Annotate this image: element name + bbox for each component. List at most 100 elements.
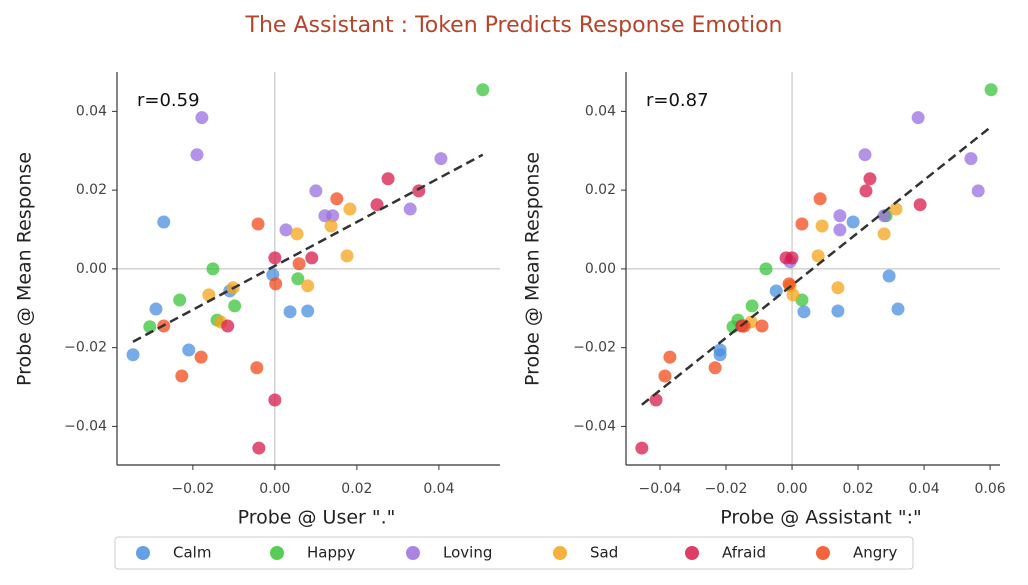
x-tick-label: 0.06 <box>975 481 1006 497</box>
point <box>877 209 891 223</box>
point <box>476 83 490 97</box>
point <box>290 227 304 241</box>
x-tick-label: 0.00 <box>776 481 807 497</box>
y-tick-label: −0.04 <box>64 418 107 434</box>
x-tick-label: 0.00 <box>259 481 290 497</box>
point <box>149 302 163 316</box>
annotation: r=0.59 <box>137 90 200 111</box>
y-tick-label: 0.04 <box>585 103 616 119</box>
point <box>813 192 827 206</box>
point <box>635 441 649 455</box>
point <box>658 369 672 383</box>
point <box>911 111 925 125</box>
y-tick-label: 0.02 <box>76 182 107 198</box>
point <box>305 251 319 265</box>
point <box>370 198 384 212</box>
point <box>708 361 722 375</box>
point <box>206 262 220 276</box>
y-tick-label: 0.04 <box>76 103 107 119</box>
legend-label: Loving <box>443 544 492 562</box>
point <box>649 393 663 407</box>
point <box>326 209 340 223</box>
point <box>381 172 395 186</box>
point <box>309 184 323 198</box>
x-tick-label: −0.02 <box>705 481 748 497</box>
legend-label: Happy <box>307 544 356 562</box>
point <box>984 83 998 97</box>
point <box>811 249 825 263</box>
x-axis-label: Probe @ User "." <box>238 507 396 529</box>
point <box>194 350 208 364</box>
legend-label: Angry <box>853 544 897 562</box>
point <box>737 319 751 333</box>
y-tick-label: −0.02 <box>64 340 107 356</box>
annotation: r=0.87 <box>646 90 709 111</box>
point <box>283 305 297 319</box>
y-tick-label: −0.02 <box>573 340 616 356</box>
legend-marker <box>136 546 150 560</box>
point <box>964 152 978 166</box>
point <box>126 348 140 362</box>
point <box>175 369 189 383</box>
point <box>831 281 845 295</box>
point <box>913 198 927 212</box>
x-axis-label: Probe @ Assistant ":" <box>720 507 921 529</box>
point <box>252 441 266 455</box>
fit-line <box>641 125 992 406</box>
point <box>882 269 896 283</box>
point <box>797 305 811 319</box>
point <box>292 257 306 271</box>
point <box>340 249 354 263</box>
x-tick-label: −0.02 <box>171 481 214 497</box>
point <box>833 209 847 223</box>
point <box>745 299 759 313</box>
legend-label: Sad <box>590 544 618 562</box>
point <box>190 148 204 162</box>
point <box>330 192 344 206</box>
point <box>833 223 847 237</box>
point <box>831 304 845 318</box>
point <box>889 202 903 216</box>
y-axis-label: Probe @ Mean Response <box>522 152 544 386</box>
legend-label: Calm <box>173 544 211 562</box>
point <box>343 202 357 216</box>
legend-label: Afraid <box>722 544 766 562</box>
point <box>891 302 905 316</box>
legend <box>114 536 914 570</box>
point <box>403 202 417 216</box>
point <box>301 279 315 293</box>
point <box>859 184 873 198</box>
y-tick-label: 0.00 <box>76 261 107 277</box>
legend-marker <box>816 546 830 560</box>
point <box>195 111 209 125</box>
point <box>846 215 860 229</box>
y-tick-label: −0.04 <box>573 418 616 434</box>
point <box>250 361 264 375</box>
point <box>268 393 282 407</box>
y-tick-label: 0.00 <box>585 261 616 277</box>
point <box>713 343 727 357</box>
figure-title: The Assistant : Token Predicts Response … <box>245 13 783 38</box>
point <box>157 215 171 229</box>
point <box>324 219 338 233</box>
x-tick-label: 0.04 <box>908 481 939 497</box>
point <box>785 251 799 265</box>
point <box>279 223 293 237</box>
point <box>663 350 677 364</box>
point <box>815 219 829 233</box>
y-axis-label: Probe @ Mean Response <box>14 152 36 386</box>
point <box>269 277 283 291</box>
point <box>173 293 187 307</box>
x-tick-label: −0.04 <box>639 481 682 497</box>
point <box>877 227 891 241</box>
legend-marker <box>553 546 567 560</box>
fit-line <box>132 153 484 343</box>
point <box>251 217 265 231</box>
legend-marker <box>270 546 284 560</box>
legend-marker <box>406 546 420 560</box>
point <box>971 184 985 198</box>
x-tick-label: 0.02 <box>842 481 873 497</box>
point <box>795 217 809 231</box>
point <box>268 251 282 265</box>
